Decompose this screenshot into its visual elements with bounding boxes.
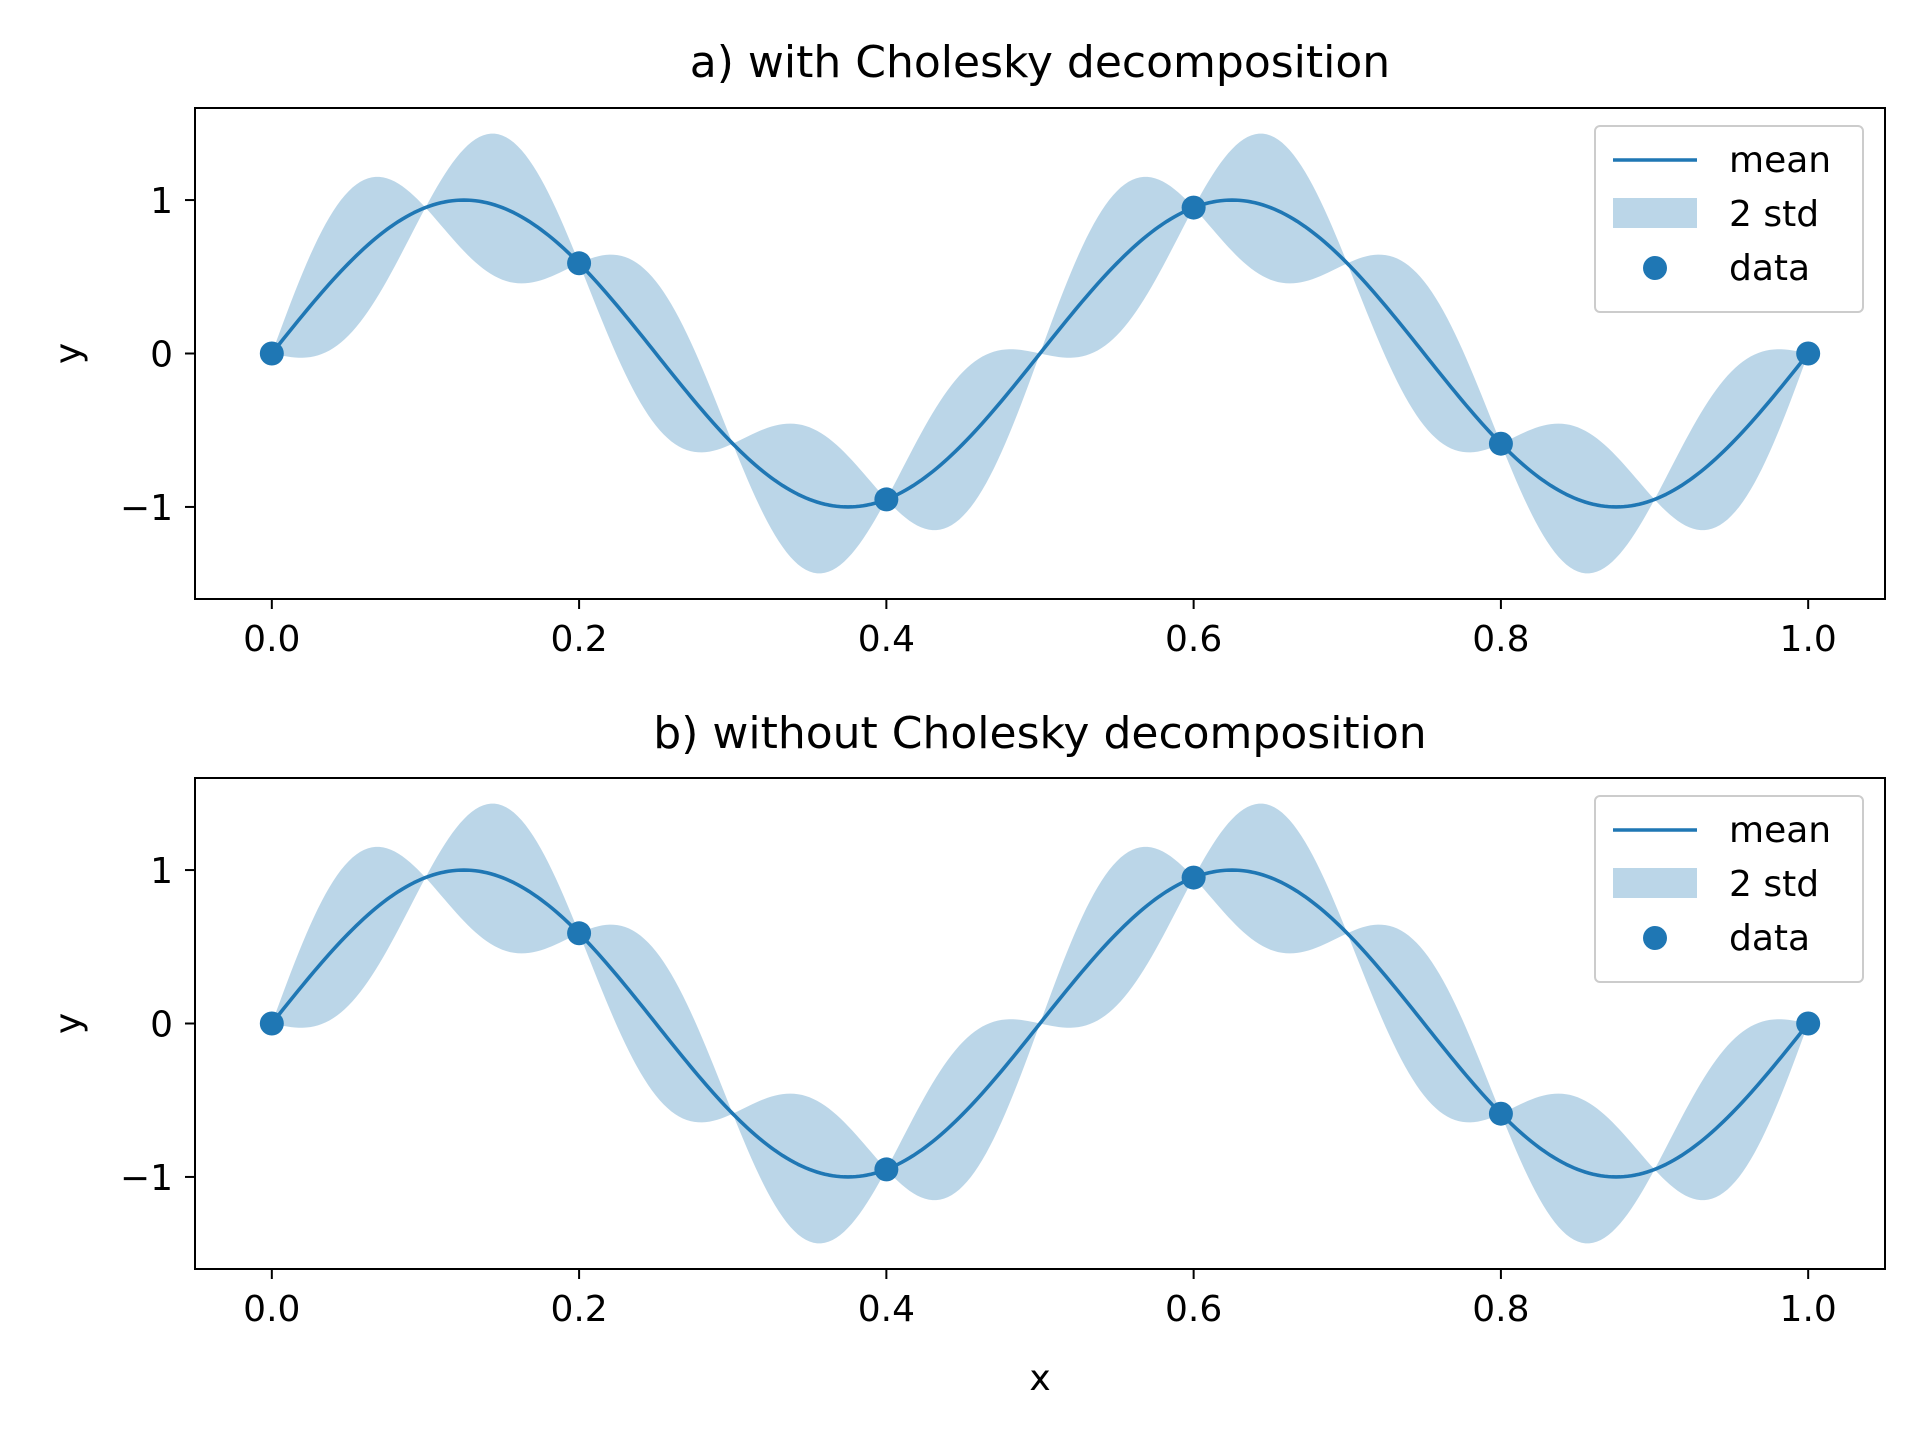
x-tick-label: 1.0 bbox=[1780, 1289, 1837, 1330]
y-tick-label: −1 bbox=[120, 488, 173, 529]
legend: mean 2 std data bbox=[1594, 795, 1864, 983]
y-tick-label: 0 bbox=[150, 1005, 173, 1046]
x-tick-label: 0.0 bbox=[243, 1289, 300, 1330]
legend-label: mean bbox=[1729, 810, 1831, 851]
data-point bbox=[567, 251, 592, 276]
legend-label: data bbox=[1729, 248, 1810, 289]
chart-title: a) with Cholesky decomposition bbox=[690, 37, 1390, 88]
data-point bbox=[1181, 865, 1206, 890]
data-point bbox=[1488, 1101, 1513, 1126]
x-tick-label: 1.0 bbox=[1780, 619, 1837, 660]
legend-std-swatch bbox=[1613, 868, 1697, 898]
legend-std-swatch bbox=[1613, 198, 1697, 228]
data-point bbox=[567, 921, 592, 946]
mean-line bbox=[270, 198, 1810, 509]
data-point bbox=[1488, 431, 1513, 456]
data-point bbox=[259, 341, 284, 366]
x-axis-label: x bbox=[1029, 1358, 1050, 1399]
x-tick-label: 0.2 bbox=[550, 1289, 607, 1330]
chart-title: b) without Cholesky decomposition bbox=[653, 708, 1426, 759]
data-point bbox=[874, 487, 899, 512]
x-tick-label: 0.0 bbox=[243, 619, 300, 660]
mean-line bbox=[270, 868, 1810, 1179]
data-point bbox=[1181, 195, 1206, 220]
x-tick-label: 0.6 bbox=[1165, 619, 1222, 660]
y-axis-label: y bbox=[48, 1013, 89, 1034]
data-point bbox=[1796, 1011, 1821, 1036]
legend-data-swatch bbox=[1643, 926, 1667, 950]
data-point bbox=[1796, 341, 1821, 366]
legend-label: 2 std bbox=[1729, 194, 1819, 235]
x-tick-label: 0.2 bbox=[550, 619, 607, 660]
legend-label: 2 std bbox=[1729, 864, 1819, 905]
chart-panel-b: 0.0 0.2 0.4 0.6 0.8 1.0 −1 0 1 b) without Cholesk… bbox=[48, 708, 1886, 1399]
y-tick-label: 1 bbox=[150, 851, 173, 892]
x-tick-label: 0.4 bbox=[858, 619, 915, 660]
y-tick-label: 0 bbox=[150, 335, 173, 376]
x-tick-label: 0.8 bbox=[1472, 1289, 1529, 1330]
data-point bbox=[874, 1157, 899, 1182]
legend: mean 2 std data bbox=[1594, 125, 1864, 313]
x-tick-label: 0.4 bbox=[858, 1289, 915, 1330]
legend-label: data bbox=[1729, 918, 1810, 959]
legend-data-swatch bbox=[1643, 256, 1667, 280]
y-tick-label: 1 bbox=[150, 181, 173, 222]
legend-label: mean bbox=[1729, 140, 1831, 181]
x-tick-label: 0.8 bbox=[1472, 619, 1529, 660]
x-tick-label: 0.6 bbox=[1165, 1289, 1222, 1330]
y-axis-label: y bbox=[48, 343, 89, 364]
data-point bbox=[259, 1011, 284, 1036]
y-tick-label: −1 bbox=[120, 1158, 173, 1199]
chart-panel-a: 0.0 0.2 0.4 0.6 0.8 1.0 −1 0 1 a) with Cholesky d… bbox=[48, 37, 1886, 660]
